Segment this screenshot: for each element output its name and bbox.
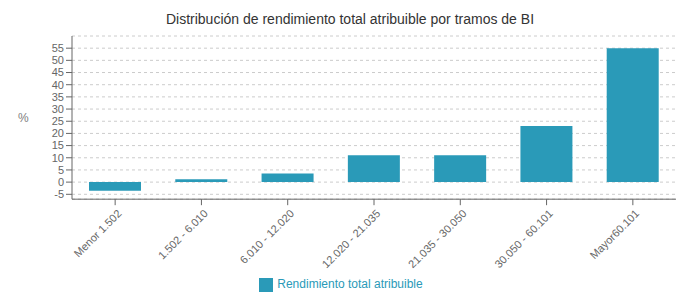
- svg-text:45: 45: [52, 66, 64, 78]
- svg-text:20: 20: [52, 127, 64, 139]
- html-text:Distribución de rendimiento to: Distribución de rendimiento total atribu…: [166, 11, 534, 27]
- svg-text:-5: -5: [54, 188, 64, 200]
- svg-text:0: 0: [58, 176, 64, 188]
- svg-text:55: 55: [52, 42, 64, 54]
- svg-text:50: 50: [52, 54, 64, 66]
- svg-text:Mayor60.101: Mayor60.101: [587, 207, 641, 261]
- svg-text:%: %: [18, 111, 29, 125]
- svg-text:10: 10: [52, 152, 64, 164]
- svg-text:30.050 - 60.101: 30.050 - 60.101: [492, 207, 555, 270]
- svg-text:5: 5: [58, 164, 64, 176]
- svg-text:1.502 - 6.010: 1.502 - 6.010: [156, 207, 210, 261]
- svg-text:15: 15: [52, 139, 64, 151]
- svg-text:40: 40: [52, 79, 64, 91]
- svg-text:Menor 1.502: Menor 1.502: [71, 207, 123, 259]
- svg-text:30: 30: [52, 103, 64, 115]
- svg-text:12.020 - 21.035: 12.020 - 21.035: [319, 207, 382, 270]
- html-text:Rendimiento total atribuible: Rendimiento total atribuible: [277, 277, 423, 292]
- svg-text:35: 35: [52, 91, 64, 103]
- svg-text:21.035 - 30.050: 21.035 - 30.050: [406, 207, 469, 270]
- svg-text:6.010 - 12.020: 6.010 - 12.020: [238, 207, 297, 266]
- svg-text:25: 25: [52, 115, 64, 127]
